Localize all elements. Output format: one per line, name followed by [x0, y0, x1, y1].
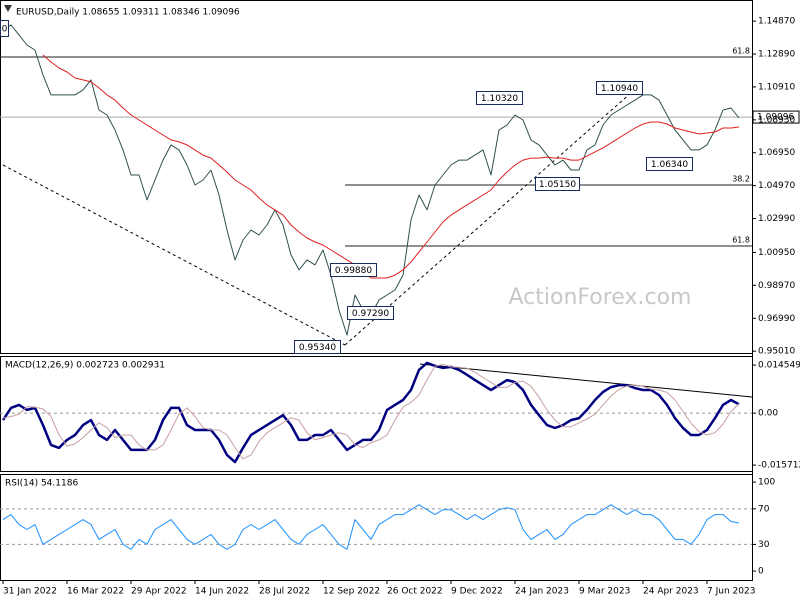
price-annotation: 1.05150	[539, 180, 576, 190]
trend-line	[344, 91, 633, 346]
price-annotation: 0.95340	[299, 343, 336, 353]
y-tick-label: 0.96990	[758, 314, 795, 324]
y-tick-label: 0.98970	[758, 281, 795, 291]
macd-trend-line	[419, 363, 753, 398]
y-tick-label: 1.02990	[758, 214, 795, 224]
y-tick-label: 0	[758, 567, 764, 577]
last-price-label: 1.09096	[757, 113, 794, 123]
trend-line	[2, 164, 346, 346]
price-annotation-box	[646, 157, 693, 171]
x-tick-label: 29 Apr 2022	[131, 587, 187, 597]
x-tick-label: 31 Jan 2022	[3, 587, 57, 597]
price-annotation: 0	[2, 25, 8, 35]
y-tick-label: 30	[758, 540, 770, 550]
menu-icon	[4, 5, 12, 12]
price-annotation: 1.10940	[601, 84, 638, 94]
price-annotation-box	[535, 177, 580, 191]
y-tick-label: 1.00950	[758, 248, 795, 258]
x-tick-label: 9 Mar 2023	[579, 587, 630, 597]
y-tick-label: 1.14870	[758, 17, 795, 27]
x-tick-label: 9 Dec 2022	[451, 587, 503, 597]
y-tick-label: -0.015712	[758, 461, 800, 471]
y-tick-label: 0.014549	[758, 361, 800, 371]
series-line	[2, 363, 740, 460]
y-tick-label: 100	[758, 478, 775, 488]
price-annotation-box	[596, 81, 643, 95]
series-line	[2, 504, 740, 550]
fib-label: 61.8	[732, 235, 750, 244]
y-tick-label: 1.06950	[758, 148, 795, 158]
price-annotation-box	[294, 340, 341, 354]
x-tick-label: 12 Sep 2022	[323, 587, 380, 597]
y-tick-label: 70	[758, 504, 770, 514]
x-tick-label: 7 Jun 2023	[707, 587, 755, 597]
price-annotation: 0.99880	[335, 266, 372, 276]
price-annotation-box	[347, 306, 394, 320]
price-annotation-box	[330, 263, 377, 277]
y-tick-label: 1.10910	[758, 82, 795, 92]
x-tick-label: 16 Mar 2022	[67, 587, 124, 597]
y-tick-label: 0.00	[758, 409, 778, 419]
fib-label: 61.8	[732, 47, 750, 56]
price-annotation: 0.97290	[352, 309, 389, 319]
price-annotation-box	[476, 91, 523, 105]
y-tick-label: 1.08930	[758, 115, 795, 125]
series-line	[1, 361, 740, 464]
y-tick-label: 0.95010	[758, 347, 795, 357]
x-tick-label: 24 Jan 2023	[515, 587, 569, 597]
x-tick-label: 24 Apr 2023	[643, 587, 699, 597]
panel-title: MACD(12,26,9) 0.002723 0.002931	[5, 361, 165, 371]
fib-label: 38.2	[732, 174, 750, 183]
x-tick-label: 14 Jun 2022	[195, 587, 249, 597]
panel-title: RSI(14) 54.1186	[5, 479, 78, 489]
price-annotation-box	[0, 20, 9, 37]
y-tick-label: 1.04970	[758, 181, 795, 191]
panel-title: EURUSD,Daily 1.08655 1.09311 1.08346 1.0…	[16, 8, 240, 18]
x-tick-label: 26 Oct 2022	[387, 587, 443, 597]
price-annotation: 1.06340	[651, 160, 688, 170]
y-tick-label: 1.12890	[758, 50, 795, 60]
x-tick-label: 28 Jul 2022	[259, 587, 310, 597]
series-line	[42, 54, 740, 279]
price-annotation: 1.10320	[481, 94, 518, 104]
watermark: ActionForex.com	[509, 285, 692, 310]
